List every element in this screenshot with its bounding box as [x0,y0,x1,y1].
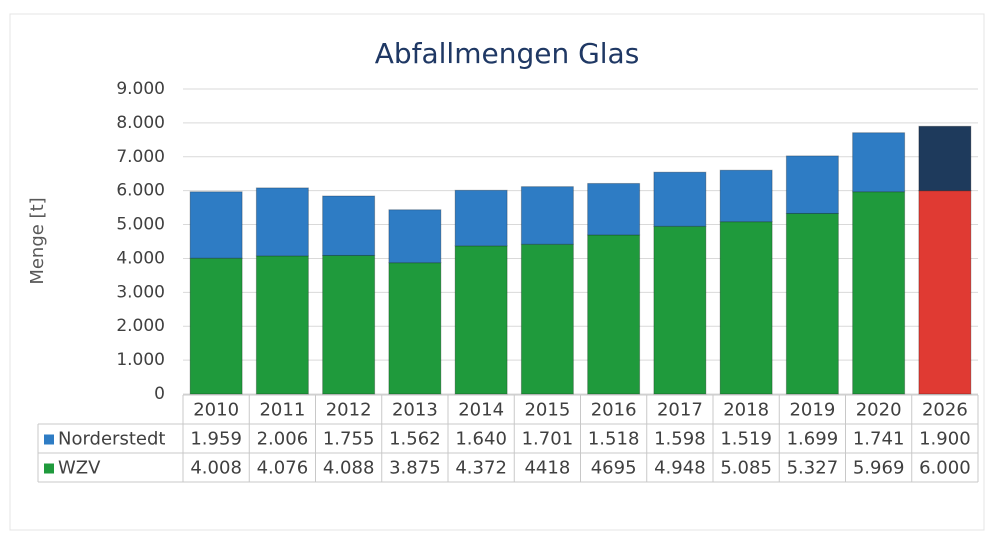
table-value: 5.327 [787,458,839,479]
table-value: 6.000 [919,458,971,479]
x-tick-label: 2019 [789,400,835,421]
x-tick-label: 2010 [193,400,239,421]
table-value: 1.701 [522,429,574,450]
bar-segment [520,243,574,395]
bar-segment [852,132,906,193]
bar-segment [719,169,773,223]
y-tick-label: 2.000 [116,316,165,336]
table-value: 5.969 [853,458,905,479]
table-value: 1.519 [720,429,772,450]
bar-segment [322,195,376,256]
x-tick-label: 2020 [856,400,902,421]
chart-title: Abfallmengen Glas [375,37,640,70]
x-tick-label: 2014 [458,400,504,421]
y-tick-label: 1.000 [116,350,165,370]
legend-swatch [44,463,54,474]
x-tick-label: 2017 [657,400,703,421]
y-tick-label: 9.000 [116,79,165,99]
table-value: 4.372 [455,458,507,479]
x-tick-label: 2012 [326,400,372,421]
table-value: 4695 [591,458,637,479]
bar-segment [653,171,707,227]
y-tick-label: 6.000 [116,181,165,201]
bar-segment [520,186,574,245]
bar-segment [587,234,641,395]
x-tick-label: 2026 [922,400,968,421]
table-value: 1.518 [588,429,640,450]
bar-segment [189,257,243,395]
table-value: 3.875 [389,458,441,479]
table-value: 1.741 [853,429,905,450]
bar-segment [785,155,839,214]
x-tick-label: 2011 [259,400,305,421]
table-value: 4.076 [257,458,309,479]
bar-segment [918,125,972,192]
table-value: 4.088 [323,458,375,479]
bar-segment [653,225,707,395]
table-value: 4418 [524,458,570,479]
table-value: 2.006 [257,429,309,450]
x-tick-label: 2013 [392,400,438,421]
bar-segment [852,191,906,395]
table-value: 1.562 [389,429,441,450]
bar-segment [255,187,309,257]
table-value: 4.008 [190,458,242,479]
legend-swatch [44,434,54,445]
bar-segment [719,221,773,395]
bar-segment [918,190,972,395]
bar-segment [454,245,508,395]
x-tick-label: 2016 [591,400,637,421]
table-value: 5.085 [720,458,772,479]
bar-segment [322,254,376,395]
bar-segment [189,191,243,259]
table-value: 1.699 [787,429,839,450]
y-axis-label: Menge [t] [27,197,48,284]
y-tick-label: 7.000 [116,147,165,167]
bar-segment [255,255,309,395]
bar-segment [587,182,641,236]
y-tick-label: 0 [154,384,165,404]
x-tick-label: 2015 [524,400,570,421]
table-value: 1.640 [455,429,507,450]
x-tick-label: 2018 [723,400,769,421]
table-value: 1.959 [190,429,242,450]
y-tick-label: 4.000 [116,248,165,268]
y-tick-label: 5.000 [116,215,165,235]
legend-label: WZV [58,458,101,479]
y-tick-label: 3.000 [116,282,165,302]
bar-segment [454,189,508,247]
table-value: 1.598 [654,429,706,450]
bar-segment [388,262,442,395]
bar-segment [388,209,442,264]
table-value: 1.900 [919,429,971,450]
y-tick-label: 8.000 [116,113,165,133]
table-value: 1.755 [323,429,375,450]
table-value: 4.948 [654,458,706,479]
bar-segment [785,212,839,395]
legend-label: Norderstedt [58,429,165,450]
